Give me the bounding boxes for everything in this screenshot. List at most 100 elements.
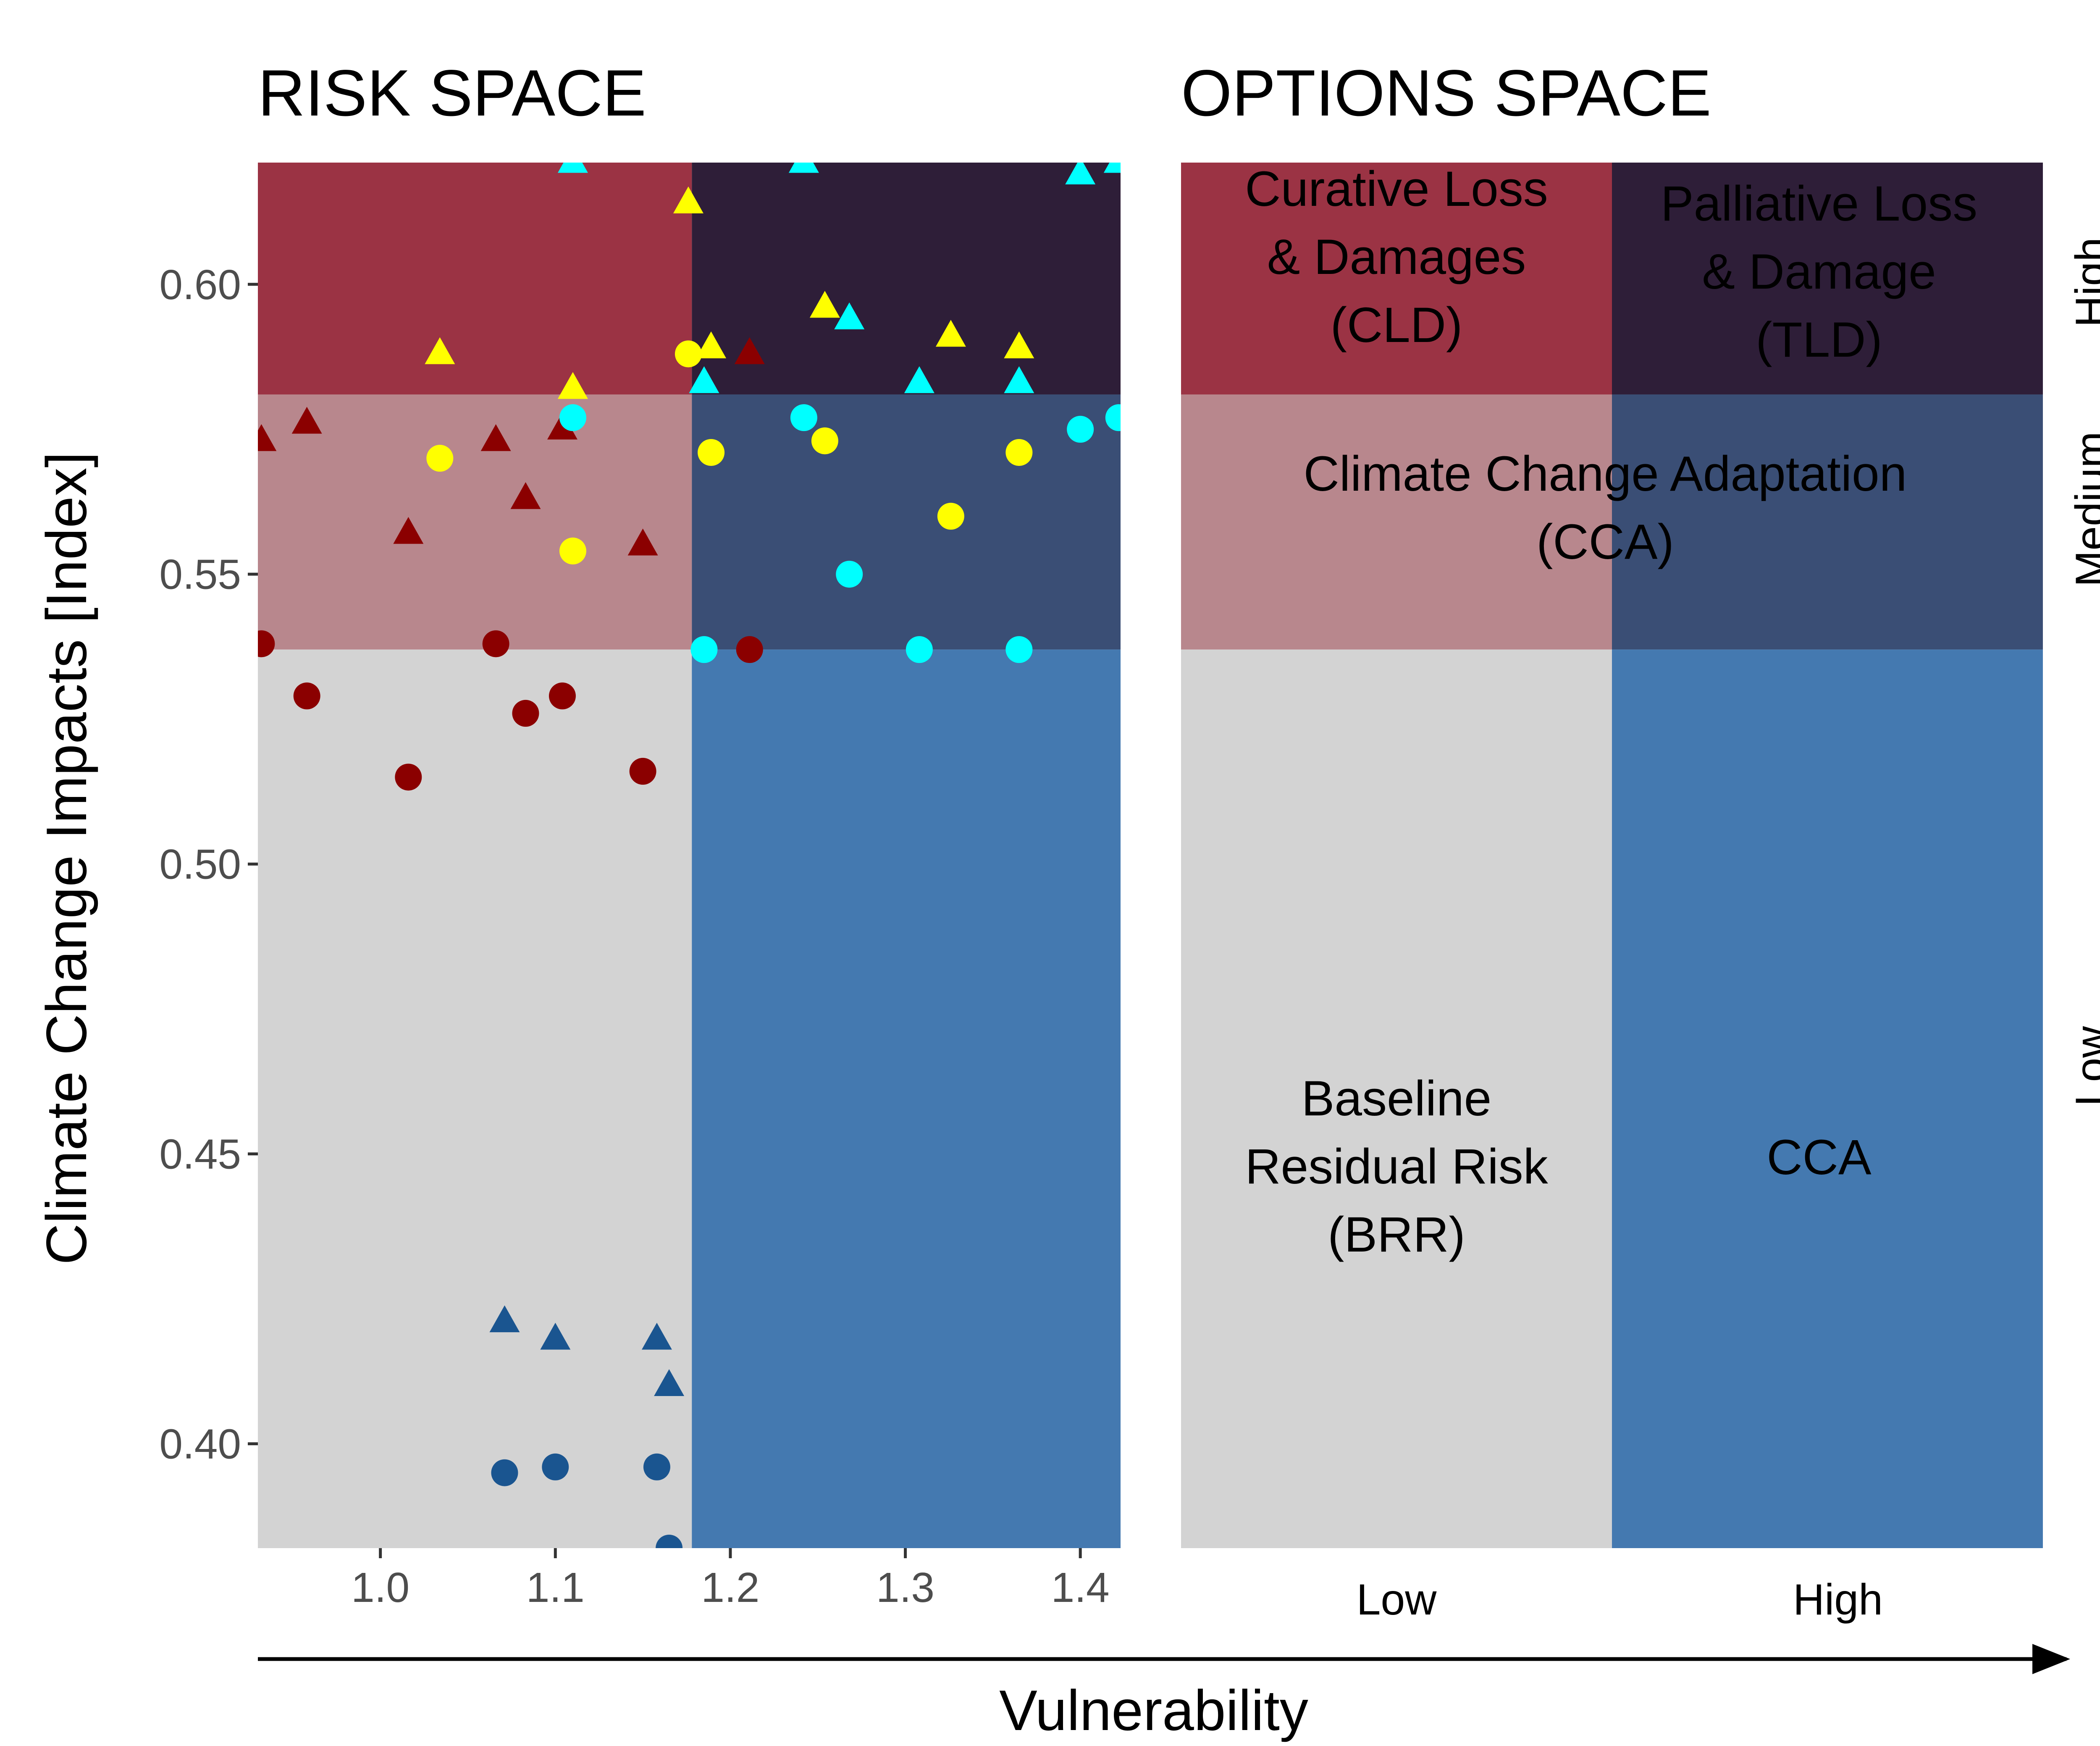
options-space-title: OPTIONS SPACE: [1181, 57, 1712, 130]
triangle-point: [734, 337, 765, 364]
x-tick-label: 1.2: [701, 1564, 759, 1611]
circle-point: [643, 1453, 670, 1480]
zone-low-high-vulnerability: [692, 649, 1121, 1548]
triangle-point: [1004, 366, 1034, 393]
circle-point: [512, 699, 539, 727]
options-cells: [1181, 163, 2043, 1548]
triangle-point: [627, 529, 658, 556]
risk-space-panel: 1.0 1.1 1.2 1.3 1.4 0.40 0.45 0.50 0.55 0.60: [159, 163, 1121, 1611]
circle-point: [258, 630, 275, 657]
x-tick-label: 1.3: [876, 1564, 934, 1611]
options-y-label: Medium: [2067, 431, 2100, 587]
triangle-point: [673, 186, 704, 213]
x-tick-label: 1.1: [526, 1564, 585, 1611]
options-cell-low-impact-high-vulnerability: [1612, 649, 2043, 1548]
options-cell-medium-impact-high-vulnerability: [1612, 394, 2043, 650]
options-x-label: High: [1793, 1575, 1883, 1624]
triangle-point: [393, 517, 424, 544]
options-cell-medium-impact-low-vulnerability: [1181, 394, 1612, 650]
circle-point: [836, 560, 863, 588]
triangle-point: [489, 1305, 520, 1333]
triangle-point: [557, 372, 588, 399]
triangle-point: [809, 291, 840, 318]
options-cell-label: (CLD): [1331, 297, 1463, 353]
options-cell-label: (TLD): [1756, 312, 1882, 368]
risk-y-axis: 0.40 0.45 0.50 0.55 0.60: [159, 261, 258, 1468]
options-cell-label: Palliative Loss: [1661, 176, 1977, 231]
zone-high-high-vulnerability: [692, 163, 1121, 394]
options-y-label: High: [2067, 237, 2100, 327]
triangle-point: [425, 337, 455, 364]
y-tick-label: 0.45: [159, 1131, 241, 1178]
options-cell-label: Curative Loss: [1245, 161, 1548, 217]
triangle-point: [258, 424, 277, 451]
circle-point: [811, 427, 838, 455]
circle-point: [549, 682, 576, 710]
circle-point: [736, 636, 763, 663]
circle-point: [426, 444, 454, 472]
options-cell-high-impact-high-vulnerability: [1612, 163, 2043, 394]
zone-medium-high-vulnerability: [692, 394, 1121, 650]
x-tick-label: 1.0: [351, 1564, 410, 1611]
y-axis-title: Climate Change Impacts [Index]: [34, 452, 98, 1265]
risk-zones: [258, 163, 1121, 1548]
circle-point: [491, 1459, 518, 1486]
triangle-point: [904, 366, 934, 393]
circle-point: [675, 340, 702, 368]
triangle-point: [654, 1369, 685, 1396]
y-tick-label: 0.55: [159, 551, 241, 598]
cca-spanning-label: Climate Change Adaptation: [1304, 446, 1907, 502]
circle-point: [482, 630, 509, 657]
options-space-panel: Curative Loss & Damages (CLD) Palliative Lo…: [1181, 161, 2100, 1624]
circle-point: [1005, 636, 1033, 663]
triangle-point: [788, 163, 819, 173]
triangle-point: [641, 1323, 672, 1350]
circle-point: [559, 537, 586, 565]
options-cell-label: Baseline: [1302, 1071, 1492, 1126]
triangle-point: [1103, 163, 1121, 173]
options-labels: Curative Loss & Damages (CLD) Palliative Lo…: [1245, 161, 1977, 1262]
options-cell-label: CCA: [1767, 1130, 1871, 1185]
options-y-axis: Low Medium High: [2067, 237, 2100, 1106]
circle-point: [293, 682, 320, 710]
zone-high-low-vulnerability: [258, 163, 692, 394]
options-x-axis: Low High: [1357, 1575, 1883, 1624]
circle-point: [542, 1453, 569, 1480]
circle-point: [1067, 415, 1094, 443]
options-cell-low-impact-low-vulnerability: [1181, 649, 1612, 1548]
options-x-label: Low: [1357, 1575, 1437, 1624]
circle-point: [656, 1535, 683, 1548]
options-cell-high-impact-low-vulnerability: [1181, 163, 1612, 394]
circle-point: [629, 757, 656, 785]
options-y-label: Low: [2067, 1026, 2100, 1107]
circle-point: [1005, 439, 1033, 466]
triangle-point: [1004, 331, 1034, 358]
y-tick-label: 0.50: [159, 841, 241, 888]
triangle-point: [696, 331, 727, 358]
circle-point: [559, 404, 586, 431]
triangle-point: [689, 366, 719, 393]
options-cell-label: & Damages: [1267, 229, 1526, 285]
triangle-point: [480, 424, 511, 451]
risk-x-axis: 1.0 1.1 1.2 1.3 1.4: [351, 1548, 1110, 1611]
zone-medium-low-vulnerability: [258, 394, 692, 650]
y-tick-label: 0.60: [159, 261, 241, 308]
circle-point: [690, 636, 718, 663]
circle-point: [906, 636, 933, 663]
triangle-point: [834, 302, 865, 329]
risk-data-points: [258, 163, 1121, 1548]
triangle-point: [540, 1323, 571, 1350]
options-cell-label: (BRR): [1328, 1207, 1465, 1262]
options-cell-label: Residual Risk: [1245, 1139, 1548, 1194]
cca-spanning-label: (CCA): [1536, 514, 1674, 570]
options-cell-label: & Damage: [1702, 244, 1936, 300]
circle-point: [790, 404, 817, 431]
x-axis-title: Vulnerability: [999, 1678, 1308, 1742]
circle-point: [937, 502, 964, 530]
y-tick-label: 0.40: [159, 1421, 241, 1468]
triangle-point: [1065, 163, 1096, 184]
risk-space-title: RISK SPACE: [258, 57, 646, 130]
x-tick-label: 1.4: [1051, 1564, 1110, 1611]
circle-point: [395, 763, 422, 791]
